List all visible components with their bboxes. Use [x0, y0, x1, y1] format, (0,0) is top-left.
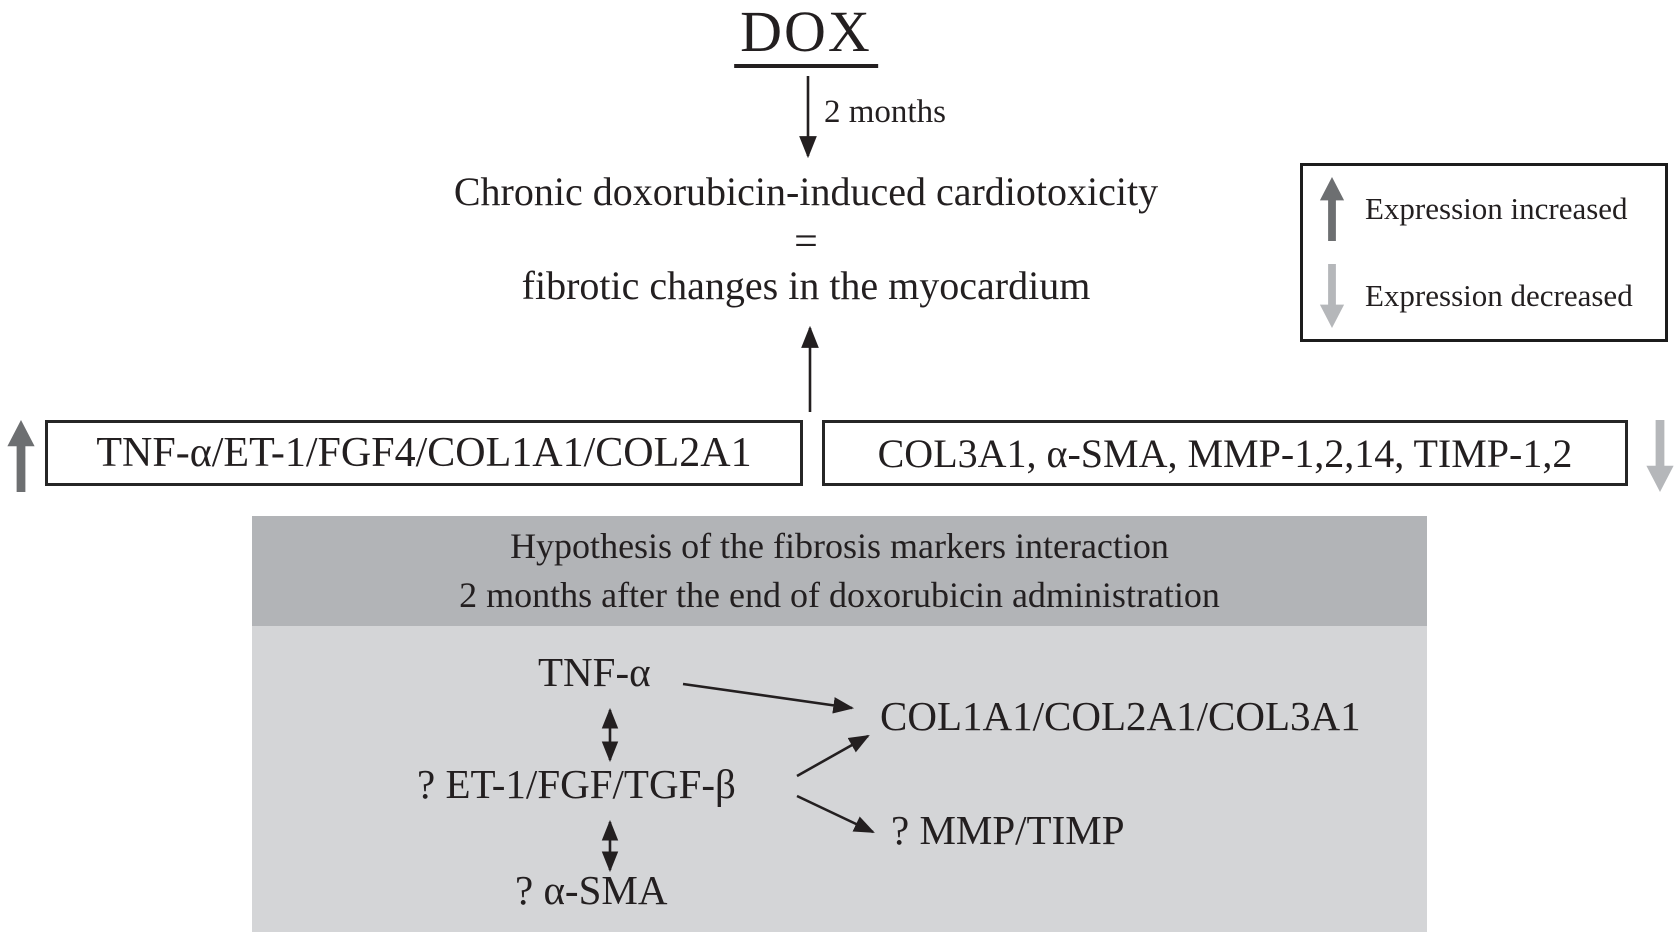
legend-row-increased: Expression increased — [1303, 166, 1665, 253]
legend-row-decreased: Expression decreased — [1303, 253, 1665, 340]
statement-line2: fibrotic changes in the myocardium — [521, 263, 1091, 308]
expression-increased-arrow-icon — [1319, 177, 1345, 242]
node-tnf-alpha: TNF-α — [538, 649, 651, 695]
hypothesis-panel: Hypothesis of the fibrosis markers inter… — [252, 516, 1427, 932]
increased-markers-up-arrow-icon — [7, 420, 35, 492]
equals-sign: = — [794, 219, 818, 265]
two-months-label: 2 months — [824, 94, 946, 130]
node-mmp-timp: ? MMP/TIMP — [891, 807, 1125, 853]
statement-line1: Chronic doxorubicin-induced cardiotoxici… — [453, 169, 1159, 214]
hypothesis-panel-body: TNF-α COL1A1/COL2A1/COL3A1 ? ET-1/FGF/TG… — [252, 626, 1427, 932]
hypothesis-title-line1: Hypothesis of the fibrosis markers inter… — [510, 526, 1169, 566]
et-to-mmp-arrow — [796, 794, 875, 834]
decreased-markers-down-arrow-icon — [1646, 420, 1674, 492]
legend-increased-label: Expression increased — [1365, 191, 1628, 227]
node-alpha-sma: ? α-SMA — [515, 867, 668, 913]
decreased-markers-box: COL3A1, α-SMA, MMP-1,2,14, TIMP-1,2 — [822, 420, 1628, 486]
tnf-to-col-arrow — [682, 682, 855, 714]
hypothesis-panel-header: Hypothesis of the fibrosis markers inter… — [252, 516, 1427, 626]
hypothesis-title-line2: 2 months after the end of doxorubicin ad… — [459, 575, 1220, 615]
legend-decreased-label: Expression decreased — [1365, 277, 1633, 313]
increased-markers-box: TNF-α/ET-1/FGF4/COL1A1/COL2A1 — [45, 420, 803, 486]
node-et1-fgf-tgf: ? ET-1/FGF/TGF-β — [417, 761, 736, 807]
node-collagens: COL1A1/COL2A1/COL3A1 — [880, 693, 1361, 739]
dox-title: DOX — [734, 1, 878, 68]
expression-decreased-arrow-icon — [1319, 263, 1345, 328]
legend-box: Expression increased Expression decrease… — [1300, 163, 1668, 342]
et-to-col-arrow — [796, 734, 870, 778]
